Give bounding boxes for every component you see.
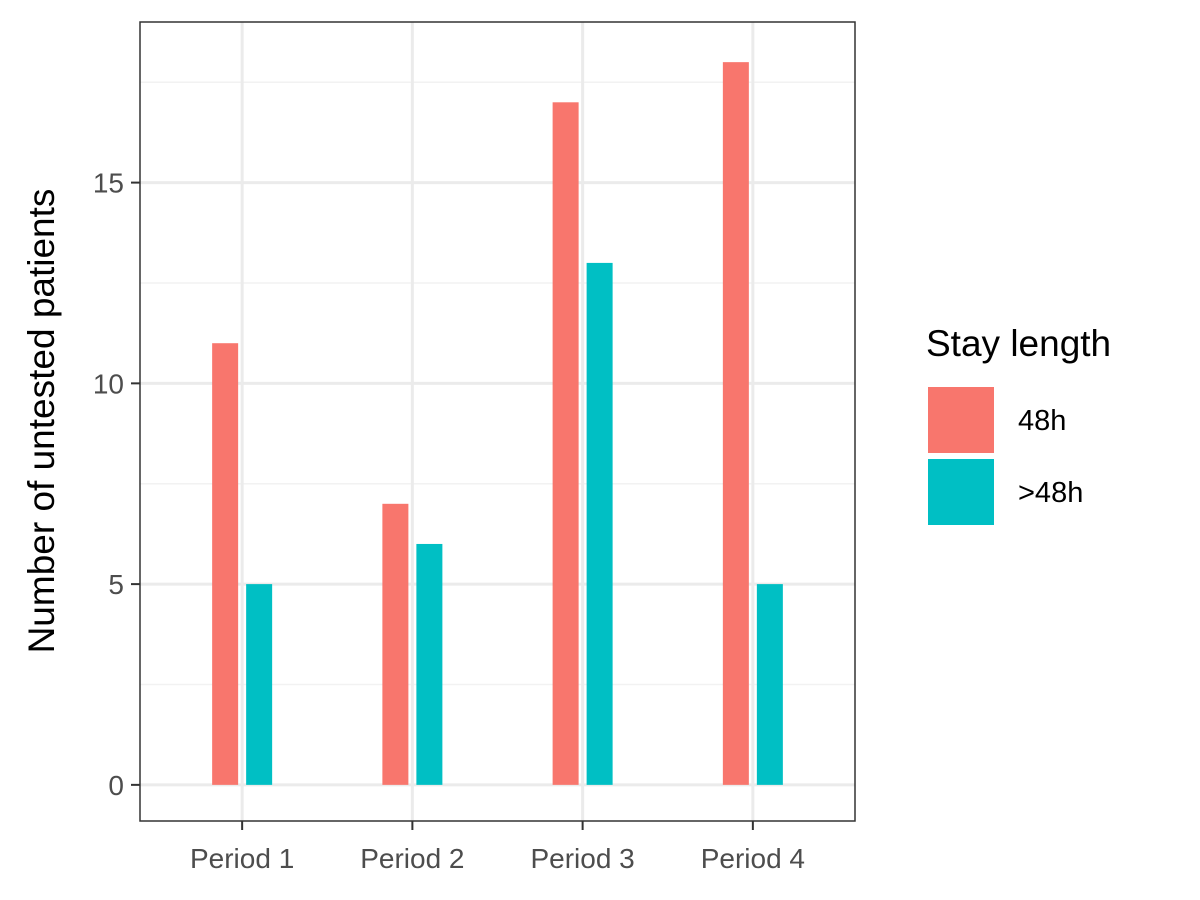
legend: Stay length 48h >48h: [926, 323, 1111, 525]
bar-48h-period-4: [722, 62, 749, 785]
bar-48h-period-3: [552, 102, 579, 785]
y-axis-title: Number of untested patients: [21, 189, 62, 654]
x-tick-label: Period 2: [360, 843, 464, 874]
bar-48h-period-4: [756, 584, 783, 785]
y-tick-label: 10: [93, 368, 124, 399]
x-tick-label: Period 4: [701, 843, 805, 874]
legend-key-48h: [928, 459, 994, 525]
y-tick-label: 0: [108, 770, 124, 801]
legend-items: 48h >48h: [928, 387, 1083, 525]
bar-48h-period-2: [382, 503, 409, 785]
plot-panel-border: [139, 21, 856, 822]
legend-label: 48h: [1018, 405, 1066, 437]
bar-48h-period-2: [416, 543, 443, 785]
x-tick-label: Period 3: [530, 843, 634, 874]
bar-48h-period-1: [212, 343, 239, 785]
bars: [212, 62, 783, 785]
axes: 0 5 10 15 Period 1 Period 2 Period 3 Period 4: [93, 168, 805, 874]
bar-48h-period-1: [246, 584, 273, 785]
x-tick-label: Period 1: [190, 843, 294, 874]
y-tick-label: 15: [93, 168, 124, 199]
legend-label: >48h: [1018, 477, 1083, 509]
y-tick-label: 5: [108, 569, 124, 600]
bar-48h-period-3: [586, 262, 613, 785]
legend-key-48h: [928, 387, 994, 453]
legend-title: Stay length: [926, 323, 1111, 364]
